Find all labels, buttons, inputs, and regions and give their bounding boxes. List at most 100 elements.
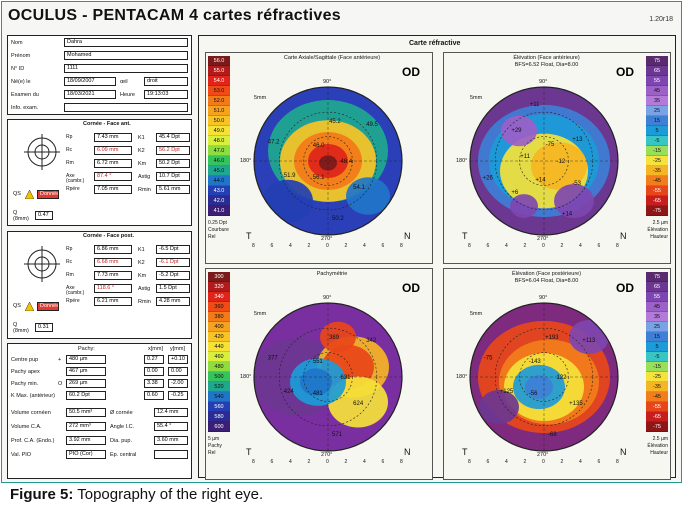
front-qs-value: Données [37,190,59,199]
k-label-b: K2 [138,148,145,154]
vol-label-b: Dia. pup. [110,438,132,444]
map-value-label: +6 [511,190,519,196]
k-value-b: 56.2 Dpt [156,146,190,155]
k-label-b: K1 [138,247,145,253]
vol-label-a: Prof. C.A. (Endo.) [11,438,54,444]
k-label-b: Astig [138,174,150,180]
axis-tick: 2 [345,243,348,249]
k-label-a: Rp [66,247,92,252]
patient-field-value: Mohamed [64,51,188,60]
map-value-label: 571 [332,432,343,438]
axis-tick: 0 [542,243,545,249]
patient-field-value: 18/03/2021 [64,90,116,99]
axis-N-label: N [404,231,411,241]
axis-tick: 2 [345,459,348,465]
axis-tick: 8 [252,243,255,249]
axis-tick: 0 [542,459,545,465]
map-value-label: +135 [569,401,583,407]
axis-tick: 4 [505,459,508,465]
axis-tick: 8 [616,243,619,249]
pachy-row-value: 480 µm [66,355,106,364]
patient-field-label2: Heure [120,92,135,98]
vol-label-a: Volume C.A. [11,424,42,430]
front-q-value: 0.47 [35,211,53,220]
axis-tick: 4 [289,243,292,249]
k-label-a: Axe (cambr.) [66,286,92,296]
map-value-label: +26 [483,175,494,181]
k-label-a: Rc [66,260,92,265]
front-qs-label: QS [13,191,21,197]
k-label-a: Rm [66,161,92,166]
k-value-b: 10.7 Dpt [156,172,190,181]
axis-T-label: T [246,231,252,241]
patient-field-value: 18/09/2007 [64,77,116,86]
map-value-label: 481 [313,391,324,397]
axis-tick: 4 [363,243,366,249]
pachy-row-value: 269 µm [66,379,106,388]
axis-T-label: T [462,447,468,457]
axis-N-label: N [620,447,627,457]
axis-tick: 6 [598,243,601,249]
k-value-b: 1.5 Dpt [156,284,190,293]
topography-map: -12-53+14+14+6+26+11+29+11-75+13 [444,53,672,265]
axis-tick: 2 [561,243,564,249]
back-qs-label: QS [13,303,21,309]
axis-tick: 2 [524,459,527,465]
pachy-row-value: 467 µm [66,367,106,376]
pachy-row-label: K Max. (antérieur) [11,393,55,399]
map-value-label: -56 [529,391,538,397]
pachy-row-x: 3.38 [144,379,164,388]
k-value-a: 118.6 ° [94,284,132,293]
map-value-label: +193 [545,335,559,341]
map-value-label: 389 [329,335,340,341]
patient-field-label: Prénom [11,53,30,59]
topography-map: 122 +135 -68 -56 +125 -75 -143 +193 +113 [444,269,672,481]
axis-tick: 6 [487,459,490,465]
warning-icon [25,302,34,311]
map-value-label: +11 [520,154,530,160]
vol-label-a: Val. PIO [11,452,31,458]
scale-5mm-label: 5mm [470,311,482,317]
axis-tick: 8 [400,459,403,465]
map-value-label: 424 [284,389,295,395]
warning-icon [25,190,34,199]
axis-tick: 2 [524,243,527,249]
axis-tick: 4 [579,459,582,465]
k-value-a: 6.72 mm [94,159,132,168]
axis-tick: 2 [308,243,311,249]
axis-bottom-label: 270° [321,236,332,242]
patient-field-label: Info. exam. [11,105,38,111]
patient-field-label2: œil [120,79,128,85]
vol-value-b: 12.4 mm [154,408,188,417]
scale-5mm-label: 5mm [470,95,482,101]
axis-tick: 0 [326,459,329,465]
k-label-b: Astig [138,286,150,292]
map-value-label: -75 [484,355,493,361]
k-value-a: 7.73 mm [94,271,132,280]
patient-field-value [64,103,188,112]
axis-N-label: N [404,447,411,457]
axis-left-label: 180° [240,374,251,380]
map-value-label: +11 [530,102,540,108]
pachy-row-x: 0.00 [144,367,164,376]
pachy-row-value: 60.2 Dpt [66,391,106,400]
axis-tick: 4 [505,243,508,249]
axis-tick: 6 [271,459,274,465]
map-value-label: -75 [546,142,555,148]
map-value-label: -143 [529,359,542,365]
map-panel: 56.0 55.0 54.0 53.0 52.0 51.0 50.0 49.0 48.0 47.0… [205,52,433,264]
version-label: 1.20r18 [649,16,673,23]
axis-bottom-label: 270° [321,452,332,458]
k-label-b: Rmin [138,299,151,305]
back-cornea-box: Cornée - Face post. Rp 6.86 mm K1 -6.5 Dpt R… [7,231,192,339]
axis-top-label: 90° [539,79,547,85]
map-value-label: 624 [353,401,364,407]
vol-value-a: 272 mm³ [66,422,106,431]
report-frame: OCULUS - PENTACAM 4 cartes réfractives 1… [1,1,682,483]
k-value-a: 6.86 mm [94,245,132,254]
k-value-a: 7.05 mm [94,185,132,194]
patient-field-label: N° ID [11,66,24,72]
k-label-b: K1 [138,135,145,141]
vol-label-b: Ø cornée [110,410,133,416]
patient-field-value: Dahra [64,38,188,47]
